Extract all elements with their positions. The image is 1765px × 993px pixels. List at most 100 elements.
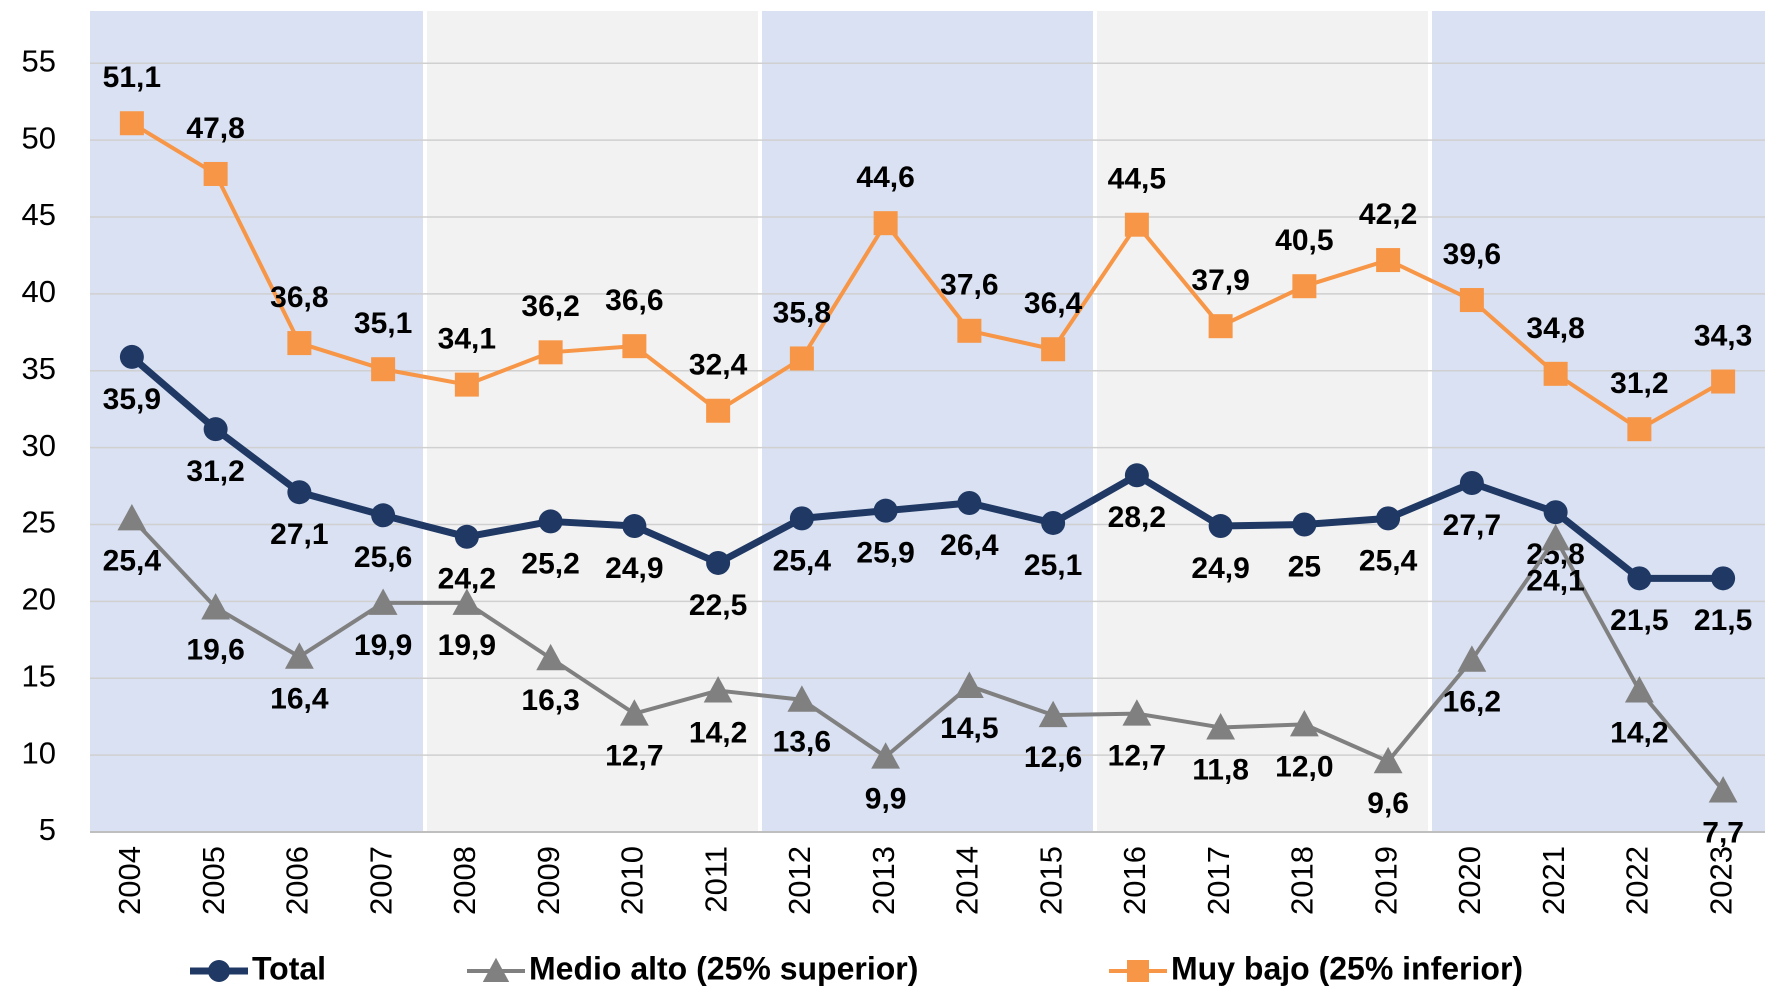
data-label: 19,9 <box>438 629 496 662</box>
data-label: 16,3 <box>521 684 579 717</box>
marker <box>957 318 982 343</box>
marker <box>538 509 563 534</box>
data-label: 9,6 <box>1367 787 1409 820</box>
x-tick-label: 2021 <box>1536 846 1571 915</box>
data-label: 39,6 <box>1443 238 1501 271</box>
data-label: 25,4 <box>103 544 162 577</box>
series-line <box>129 354 1724 582</box>
data-label: 9,9 <box>865 783 907 816</box>
data-label: 34,1 <box>438 323 496 356</box>
data-label: 22,5 <box>689 589 747 622</box>
data-label: 35,1 <box>354 307 412 340</box>
data-label: 7,7 <box>1702 816 1744 849</box>
x-tick-label: 2011 <box>698 846 733 913</box>
marker <box>957 490 982 515</box>
marker <box>706 398 731 423</box>
marker <box>954 671 984 698</box>
marker <box>1459 288 1484 313</box>
marker <box>1376 506 1401 531</box>
marker <box>619 699 649 726</box>
marker <box>706 550 731 575</box>
marker <box>622 514 647 539</box>
x-tick-label: 2013 <box>866 846 901 915</box>
background-band <box>760 11 1095 832</box>
data-label: 14,2 <box>1610 716 1668 749</box>
marker <box>703 676 733 703</box>
data-label: 21,5 <box>1694 604 1752 637</box>
y-tick-label: 40 <box>22 274 56 309</box>
marker <box>1627 417 1652 442</box>
data-label: 12,6 <box>1024 741 1082 774</box>
marker <box>1124 212 1149 237</box>
data-label: 24,9 <box>1191 552 1249 585</box>
marker <box>452 588 482 615</box>
x-tick-label: 2010 <box>615 846 650 915</box>
background-band <box>1095 11 1430 832</box>
marker <box>203 161 228 186</box>
data-label: 14,2 <box>689 716 747 749</box>
data-label: 34,8 <box>1526 312 1584 345</box>
data-label: 47,8 <box>186 112 244 145</box>
marker <box>371 357 396 382</box>
x-tick-label: 2014 <box>950 846 985 915</box>
marker <box>454 372 479 397</box>
y-tick-label: 15 <box>22 658 56 693</box>
y-tick-label: 20 <box>22 582 56 617</box>
series: 35,931,227,125,624,2 25,2 24,922,525,4 25,9… <box>103 344 1752 637</box>
data-label: 16,4 <box>270 683 329 716</box>
marker <box>371 503 396 528</box>
marker <box>201 593 231 620</box>
marker <box>203 417 228 442</box>
legend-label: Total <box>252 950 326 986</box>
marker <box>1292 274 1317 299</box>
data-label: 12,7 <box>1108 740 1166 773</box>
data-label: 44,6 <box>856 161 914 194</box>
data-label: 44,5 <box>1108 163 1166 196</box>
marker <box>1541 523 1571 551</box>
marker <box>1122 699 1152 726</box>
data-label: 12,0 <box>1275 750 1333 783</box>
y-tick-label: 25 <box>22 505 56 540</box>
data-label: 13,6 <box>773 726 831 759</box>
data-label: 24,9 <box>605 552 663 585</box>
marker <box>119 111 144 136</box>
marker <box>1038 700 1068 728</box>
data-label: 11,8 <box>1192 753 1249 786</box>
data-label: 25,6 <box>354 541 412 574</box>
x-tick-label: 2006 <box>280 846 315 915</box>
data-label: 25,9 <box>856 537 914 570</box>
data-label: 36,8 <box>270 281 328 314</box>
marker <box>1208 314 1233 339</box>
series: 51,1 47,8 36,8 35,1 34,1 36,2 36,6 32,4 35,8 44,6… <box>103 61 1752 442</box>
marker <box>873 211 898 236</box>
data-label: 42,2 <box>1359 198 1417 231</box>
x-tick-label: 2012 <box>782 846 817 915</box>
x-tick-label: 2018 <box>1285 846 1320 915</box>
data-label: 51,1 <box>103 61 161 94</box>
data-label: 24,1 <box>1526 564 1584 597</box>
data-label: 37,9 <box>1191 264 1249 297</box>
data-label: 28,2 <box>1108 501 1166 534</box>
y-tick-label: 45 <box>22 197 56 232</box>
x-tick-label: 2015 <box>1033 846 1068 915</box>
marker <box>789 346 814 371</box>
marker <box>119 344 144 369</box>
data-label: 25,1 <box>1024 549 1082 582</box>
marker <box>368 588 398 615</box>
marker <box>287 480 312 505</box>
series-line <box>130 121 1725 432</box>
y-tick-label: 30 <box>22 428 56 463</box>
x-tick-label: 2008 <box>447 846 482 915</box>
data-label: 19,9 <box>354 629 412 662</box>
marker <box>622 334 647 359</box>
data-label: 35,8 <box>773 296 831 329</box>
data-label: 35,9 <box>103 383 161 416</box>
background-band <box>1430 11 1765 832</box>
marker <box>1041 510 1066 535</box>
marker <box>1624 676 1654 703</box>
data-label: 32,4 <box>689 349 748 382</box>
marker <box>1373 746 1403 774</box>
series-line <box>130 516 1725 792</box>
data-label: 31,2 <box>186 455 244 488</box>
y-tick-label: 55 <box>22 43 56 78</box>
